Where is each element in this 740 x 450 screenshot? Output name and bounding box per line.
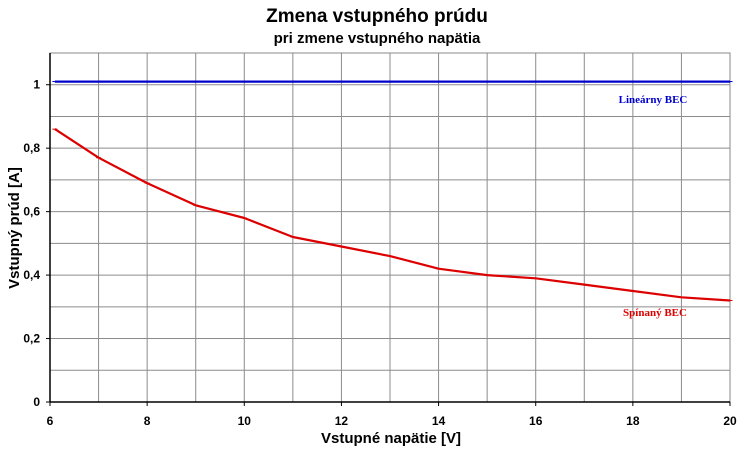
x-tick-label: 18 [626,414,640,428]
x-axis-label: Vstupné napätie [V] [321,430,461,447]
y-tick-label: 0,2 [23,332,40,346]
x-tick-label: 20 [723,414,737,428]
x-tick-label: 10 [238,414,252,428]
chart-subtitle: pri zmene vstupného napätia [274,30,481,47]
x-tick-label: 12 [335,414,349,428]
x-tick-label: 14 [432,414,446,428]
x-tick-label: 8 [144,414,151,428]
y-tick-label: 0,8 [23,141,40,155]
y-tick-label: 0,4 [23,268,40,282]
series-layer [52,80,733,302]
y-tick-label: 0,6 [23,205,40,219]
x-tick-label: 16 [529,414,543,428]
y-tick-label: 0 [33,395,40,409]
y-axis-label: Vstupný prúd [A] [6,167,23,289]
series-label-linearny: Lineárny BEC [619,94,688,106]
grid [50,53,730,402]
x-tick-label: 6 [47,414,54,428]
chart-title: Zmena vstupného prúdu [266,6,488,27]
tick-labels: 6 8 10 12 14 16 18 20 0 0,2 0,4 0,6 0,8 1 [23,78,737,428]
series-label-spinany: Spínaný BEC [623,307,687,319]
y-tick-label: 1 [33,78,40,92]
